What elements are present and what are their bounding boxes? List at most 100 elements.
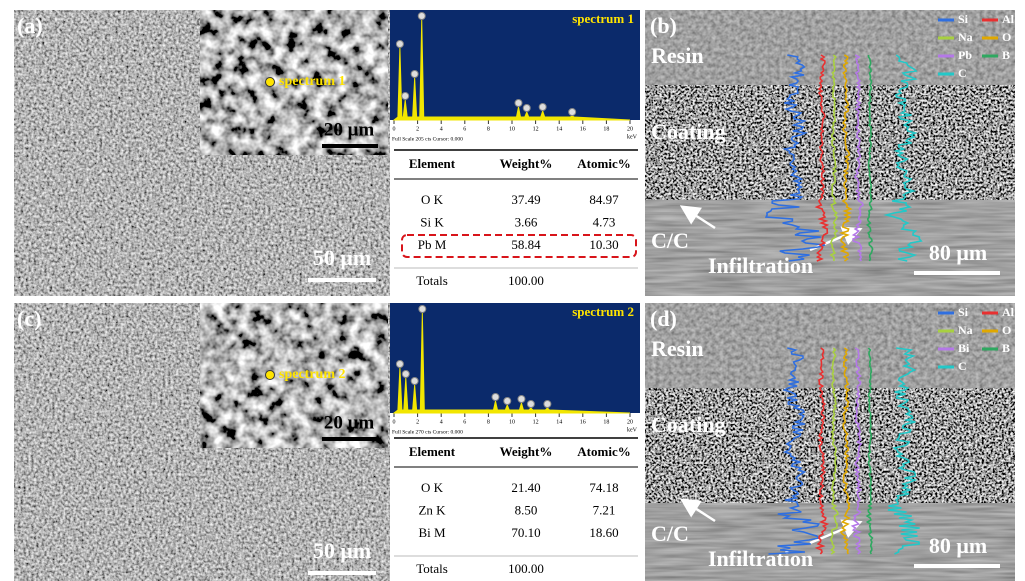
table-total: 100.00 bbox=[508, 561, 544, 576]
axis-unit: keV bbox=[627, 427, 638, 433]
tick-label: 16 bbox=[580, 419, 586, 425]
spectrum-footer: Full Scale 270 cts Cursor: 0.000 bbox=[392, 429, 463, 435]
legend-label: O bbox=[1002, 30, 1011, 44]
region-label: Resin bbox=[651, 43, 704, 68]
inset-label: spectrum 2 bbox=[279, 367, 346, 382]
table-cell: 3.66 bbox=[515, 214, 538, 229]
peak-marker bbox=[515, 100, 522, 107]
table-header: Element bbox=[409, 156, 456, 171]
tick-label: 14 bbox=[556, 419, 562, 425]
legend-label: Si bbox=[958, 12, 969, 26]
tick-label: 10 bbox=[509, 419, 515, 425]
tick-label: 8 bbox=[487, 419, 490, 425]
legend-label: Bi bbox=[958, 341, 970, 355]
scale-label: 50 μm bbox=[313, 538, 371, 563]
region-label: Resin bbox=[651, 336, 704, 361]
tick-label: 16 bbox=[580, 126, 586, 132]
peak-marker bbox=[402, 371, 409, 378]
panel-label: (b) bbox=[650, 13, 677, 38]
scale-label: 50 μm bbox=[313, 245, 371, 270]
table-cell: 18.60 bbox=[589, 525, 618, 540]
spectrum-footer: Full Scale 205 cts Cursor: 0.000 bbox=[392, 136, 463, 142]
table-cell: 4.73 bbox=[593, 214, 616, 229]
peak-marker bbox=[402, 93, 409, 100]
peak-marker bbox=[492, 394, 499, 401]
tick-label: 14 bbox=[556, 126, 562, 132]
table-cell: 37.49 bbox=[511, 192, 540, 207]
tick-label: 6 bbox=[463, 419, 466, 425]
inset-label: spectrum 1 bbox=[279, 74, 346, 89]
table-header: Atomic% bbox=[577, 444, 630, 459]
table-cell: 21.40 bbox=[511, 480, 540, 495]
table-cell: 84.97 bbox=[589, 192, 619, 207]
region-label: C/C bbox=[651, 521, 689, 546]
spectrum-title: spectrum 2 bbox=[572, 304, 634, 319]
peak-marker bbox=[411, 378, 418, 385]
panel-label: (d) bbox=[650, 306, 677, 331]
peak-marker bbox=[418, 13, 425, 20]
arrow-label: Infiltration bbox=[708, 253, 813, 278]
table-cell: 74.18 bbox=[589, 480, 618, 495]
peak-marker bbox=[544, 401, 551, 408]
scale-label: 80 μm bbox=[929, 533, 987, 558]
table-header: Atomic% bbox=[577, 156, 630, 171]
inset-scale: 20 μm bbox=[324, 412, 375, 433]
tick-label: 2 bbox=[416, 419, 419, 425]
table-cell: 70.10 bbox=[511, 525, 540, 540]
legend-label: O bbox=[1002, 323, 1011, 337]
table-cell: Pb M bbox=[418, 237, 447, 252]
peak-marker bbox=[523, 105, 530, 112]
panel-label: (c) bbox=[17, 306, 41, 331]
legend-label: C bbox=[958, 359, 967, 373]
peak-marker bbox=[419, 306, 426, 313]
table-header: Element bbox=[409, 444, 456, 459]
legend-label: Na bbox=[958, 323, 973, 337]
table-header: Weight% bbox=[500, 156, 553, 171]
legend-label: Na bbox=[958, 30, 973, 44]
scale-label: 80 μm bbox=[929, 240, 987, 265]
spectrum-title: spectrum 1 bbox=[572, 11, 634, 26]
peak-marker bbox=[518, 396, 525, 403]
panel-label: (a) bbox=[17, 13, 43, 38]
table-cell: O K bbox=[421, 192, 444, 207]
tick-label: 4 bbox=[440, 419, 443, 425]
table-cell: 7.21 bbox=[593, 502, 616, 517]
tick-label: 4 bbox=[440, 126, 443, 132]
peak-marker bbox=[504, 398, 511, 405]
table-total: 100.00 bbox=[508, 273, 544, 288]
legend-label: Al bbox=[1002, 305, 1015, 319]
table-cell: Bi M bbox=[418, 525, 446, 540]
tick-label: 6 bbox=[463, 126, 466, 132]
tick-label: 8 bbox=[487, 126, 490, 132]
legend-label: Pb bbox=[958, 48, 972, 62]
inset-scale: 20 μm bbox=[324, 119, 375, 140]
table-cell: 10.30 bbox=[589, 237, 618, 252]
tick-label: 10 bbox=[509, 126, 515, 132]
peak-marker bbox=[569, 109, 576, 116]
legend-label: B bbox=[1002, 341, 1010, 355]
arrow-label: Infiltration bbox=[708, 546, 813, 571]
legend-label: B bbox=[1002, 48, 1010, 62]
legend-label: C bbox=[958, 66, 967, 80]
tick-label: 20 bbox=[627, 419, 633, 425]
tick-label: 18 bbox=[603, 419, 609, 425]
tick-label: 12 bbox=[533, 126, 539, 132]
legend-label: Si bbox=[958, 305, 969, 319]
figure: (a)spectrum 120 μm50 μm02468101214161820… bbox=[0, 0, 1025, 581]
table-cell: O K bbox=[421, 480, 444, 495]
region-label: C/C bbox=[651, 228, 689, 253]
region-label: Coating bbox=[651, 412, 726, 437]
region-label: Coating bbox=[651, 119, 726, 144]
table-header: Weight% bbox=[500, 444, 553, 459]
table-cell: 58.84 bbox=[511, 237, 541, 252]
spot-marker bbox=[266, 78, 275, 87]
tick-label: 18 bbox=[603, 126, 609, 132]
table-cell: 8.50 bbox=[515, 502, 538, 517]
tick-label: 20 bbox=[627, 126, 633, 132]
peak-marker bbox=[527, 401, 534, 408]
table-total: Totals bbox=[416, 273, 448, 288]
peak-marker bbox=[396, 41, 403, 48]
peak-marker bbox=[396, 361, 403, 368]
spot-marker bbox=[266, 371, 275, 380]
table-cell: Zn K bbox=[418, 502, 446, 517]
